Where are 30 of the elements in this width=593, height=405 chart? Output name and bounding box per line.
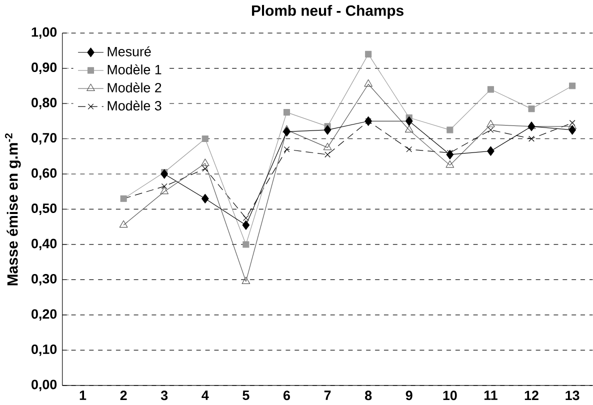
x-tick-label: 11 bbox=[484, 390, 498, 400]
x-tick-label: 1 bbox=[80, 390, 86, 400]
y-tick-label: 0,00 bbox=[32, 380, 57, 392]
x-tick-label: 4 bbox=[202, 390, 209, 400]
x-tick-label: 13 bbox=[566, 390, 580, 400]
x-tick-label: 12 bbox=[524, 390, 538, 400]
x-tick-label: 2 bbox=[120, 390, 127, 400]
legend-label: Modèle 3 bbox=[108, 100, 162, 110]
y-tick-label: 0,60 bbox=[32, 168, 57, 180]
y-tick-label: 1,00 bbox=[32, 27, 57, 39]
x-tick-label: 10 bbox=[443, 390, 457, 400]
y-axis-title: Masse émise en g.m$^{-2}$ bbox=[4, 133, 21, 286]
y-tick-label: 0,10 bbox=[32, 344, 57, 356]
chart-title: Plomb neuf - Champs bbox=[252, 4, 404, 19]
x-tick-label: 9 bbox=[406, 390, 412, 400]
y-tick-label: 0,40 bbox=[32, 238, 57, 250]
x-tick-label: 5 bbox=[242, 390, 250, 400]
x-tick-label: 8 bbox=[365, 390, 372, 400]
y-tick-label: 0,90 bbox=[32, 62, 57, 74]
x-tick-label: 3 bbox=[160, 390, 168, 400]
y-tick-label: 0,70 bbox=[32, 132, 57, 144]
legend-label: Modèle 2 bbox=[108, 82, 162, 92]
x-tick-label: 7 bbox=[324, 390, 331, 400]
y-tick-label: 0,80 bbox=[32, 98, 57, 110]
y-tick-label: 0,50 bbox=[32, 203, 57, 215]
legend-label: Mesuré bbox=[108, 46, 151, 56]
legend-label: Modèle 1 bbox=[108, 64, 162, 74]
y-tick-label: 0,30 bbox=[32, 274, 57, 286]
y-tick-label: 0,20 bbox=[32, 309, 57, 321]
x-tick-label: 6 bbox=[284, 390, 290, 400]
